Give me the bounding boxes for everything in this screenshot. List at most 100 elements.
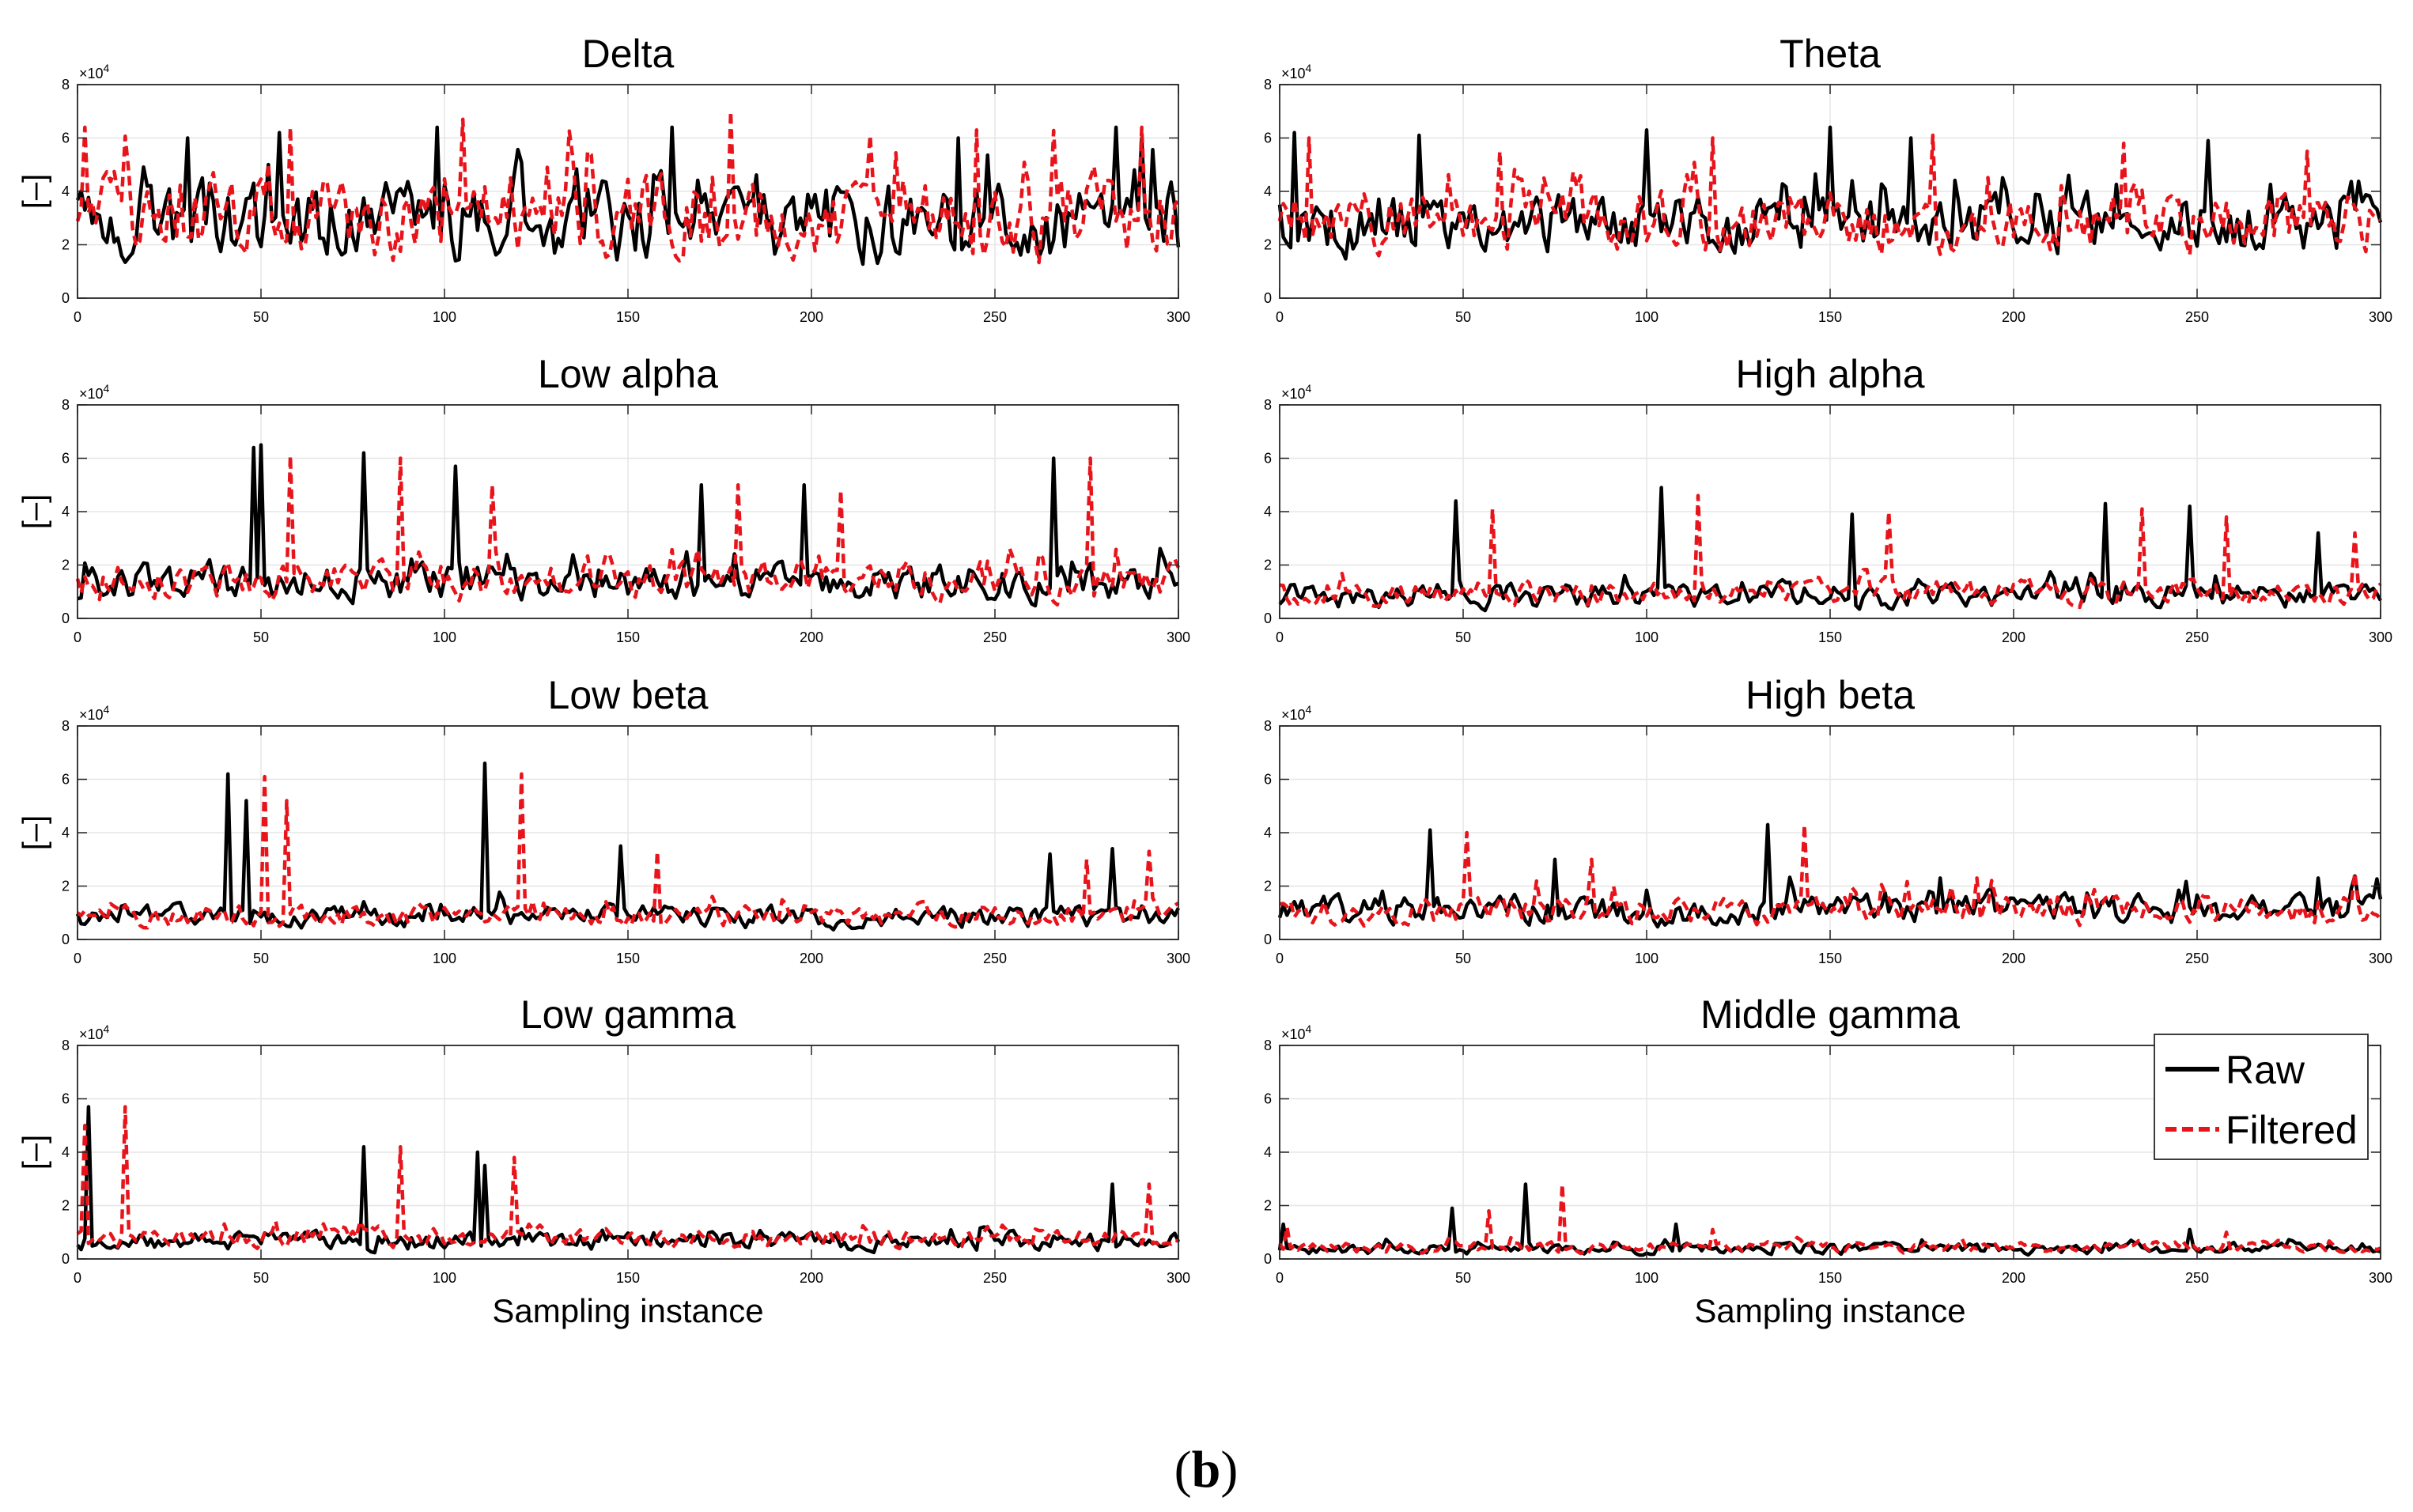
x-tick-label: 0 (74, 1270, 81, 1286)
panel-theta: 0 50 100 150 200 250 300 0 2 4 6 8 ×104 Theta (1264, 32, 2392, 325)
legend-label-filtered: Filtered (2226, 1108, 2358, 1152)
legend-box (2154, 1034, 2369, 1160)
y-exponent-label: ×104 (1281, 62, 1312, 81)
y-tick-label: 2 (1264, 558, 1272, 573)
series-filtered-line (1279, 493, 2382, 610)
y-tick-label: 8 (1264, 397, 1272, 413)
x-tick-label: 300 (1167, 629, 1190, 645)
x-tick-label: 300 (1167, 309, 1190, 325)
y-tick-label: 2 (62, 879, 70, 894)
y-tick-label: 2 (1264, 1198, 1272, 1214)
y-tick-label: 6 (62, 772, 70, 788)
y-tick-label: 2 (1264, 237, 1272, 253)
x-tick-label: 300 (2369, 309, 2392, 325)
y-tick-label: 0 (62, 1251, 70, 1267)
x-tick-label: 200 (2002, 309, 2025, 325)
series-filtered-line (75, 453, 1181, 607)
panel-title: High beta (1745, 673, 1915, 717)
series-raw-line (75, 762, 1181, 932)
x-axis-label: Sampling instance (1694, 1292, 1965, 1329)
x-tick-label: 0 (1276, 309, 1284, 325)
y-tick-label: 0 (1264, 1251, 1272, 1267)
y-tick-label: 6 (1264, 130, 1272, 146)
panel-high-alpha: 0 50 100 150 200 250 300 0 2 4 6 8 ×104 High alpha (1264, 352, 2392, 645)
y-tick-label: 6 (1264, 1091, 1272, 1107)
y-tick-label: 0 (62, 610, 70, 626)
y-tick-label: 2 (62, 558, 70, 573)
x-tick-label: 250 (983, 1270, 1007, 1286)
series-filtered-line (76, 772, 1180, 930)
y-tick-label: 4 (1264, 504, 1272, 520)
x-tick-label: 50 (253, 629, 269, 645)
x-tick-label: 100 (433, 951, 456, 966)
panel-title: High alpha (1735, 352, 1924, 396)
x-tick-label: 50 (253, 309, 269, 325)
y-tick-label: 4 (62, 825, 70, 841)
panel-low-gamma: 0 50 100 150 200 250 300 0 2 4 6 8 ×104 Low gamma [–] S… (17, 992, 1190, 1329)
series-raw-line (1277, 125, 2383, 261)
x-tick-label: 300 (2369, 951, 2392, 966)
panel-title: Middle gamma (1700, 992, 1960, 1037)
series-raw-line (76, 1105, 1181, 1255)
x-tick-label: 300 (1167, 1270, 1190, 1286)
x-tick-label: 300 (1167, 951, 1190, 966)
y-exponent-label: ×104 (79, 703, 110, 723)
x-tick-label: 200 (800, 309, 823, 325)
legend: Raw Filtered (2154, 1034, 2369, 1160)
y-tick-label: 4 (1264, 183, 1272, 199)
y-tick-label: 8 (62, 1038, 70, 1053)
figure-caption: (b) (1174, 1441, 1239, 1499)
x-tick-label: 50 (253, 1270, 269, 1286)
x-tick-label: 150 (1818, 951, 1842, 966)
x-tick-label: 250 (2185, 309, 2209, 325)
y-tick-label: 6 (1264, 451, 1272, 467)
y-tick-label: 0 (1264, 610, 1272, 626)
x-tick-label: 250 (983, 629, 1007, 645)
x-tick-label: 100 (433, 1270, 456, 1286)
panel-title: Low alpha (538, 352, 718, 396)
x-tick-label: 200 (2002, 951, 2025, 966)
x-tick-label: 200 (800, 629, 823, 645)
x-tick-label: 250 (2185, 1270, 2209, 1286)
y-tick-label: 0 (1264, 932, 1272, 947)
x-tick-label: 150 (616, 309, 640, 325)
x-tick-label: 0 (74, 951, 81, 966)
y-exponent-label: ×104 (1281, 703, 1312, 723)
x-tick-label: 50 (1455, 309, 1471, 325)
y-tick-label: 6 (62, 1091, 70, 1107)
x-axis-label: Sampling instance (492, 1292, 763, 1329)
panel-high-beta: 0 50 100 150 200 250 300 0 2 4 6 8 ×104 High beta (1264, 673, 2392, 966)
x-tick-label: 150 (1818, 629, 1842, 645)
panel-middle-gamma: 0 50 100 150 200 250 300 0 2 4 6 8 ×104 Middle gamma S… (1264, 992, 2392, 1329)
panel-title: Theta (1779, 32, 1881, 76)
y-tick-label: 6 (62, 451, 70, 467)
legend-label-raw: Raw (2226, 1048, 2305, 1092)
y-tick-label: 8 (1264, 77, 1272, 93)
y-tick-label: 0 (62, 290, 70, 306)
y-tick-label: 4 (62, 183, 70, 199)
y-axis-label: [–] (17, 1135, 52, 1170)
panel-title: Delta (582, 32, 675, 76)
x-tick-label: 250 (983, 951, 1007, 966)
y-exponent-label: ×104 (79, 382, 110, 402)
y-tick-label: 0 (1264, 290, 1272, 306)
y-tick-label: 6 (62, 130, 70, 146)
x-tick-label: 200 (2002, 1270, 2025, 1286)
x-tick-label: 50 (253, 951, 269, 966)
y-tick-label: 4 (62, 504, 70, 520)
panel-low-alpha: 0 50 100 150 200 250 300 0 2 4 6 8 ×104 Low alpha [–] (17, 352, 1190, 645)
x-tick-label: 150 (616, 1270, 640, 1286)
x-tick-label: 300 (2369, 1270, 2392, 1286)
x-tick-label: 200 (800, 951, 823, 966)
x-tick-label: 0 (74, 629, 81, 645)
x-tick-label: 150 (1818, 1270, 1842, 1286)
x-tick-label: 100 (1635, 309, 1658, 325)
panel-delta: 0 50 100 150 200 250 300 0 2 4 6 8 ×104 Delta [–] (17, 32, 1190, 325)
y-axis-label: [–] (17, 174, 52, 209)
x-tick-label: 100 (1635, 629, 1658, 645)
y-tick-label: 8 (62, 77, 70, 93)
y-tick-label: 8 (1264, 1038, 1272, 1053)
y-tick-label: 8 (62, 397, 70, 413)
